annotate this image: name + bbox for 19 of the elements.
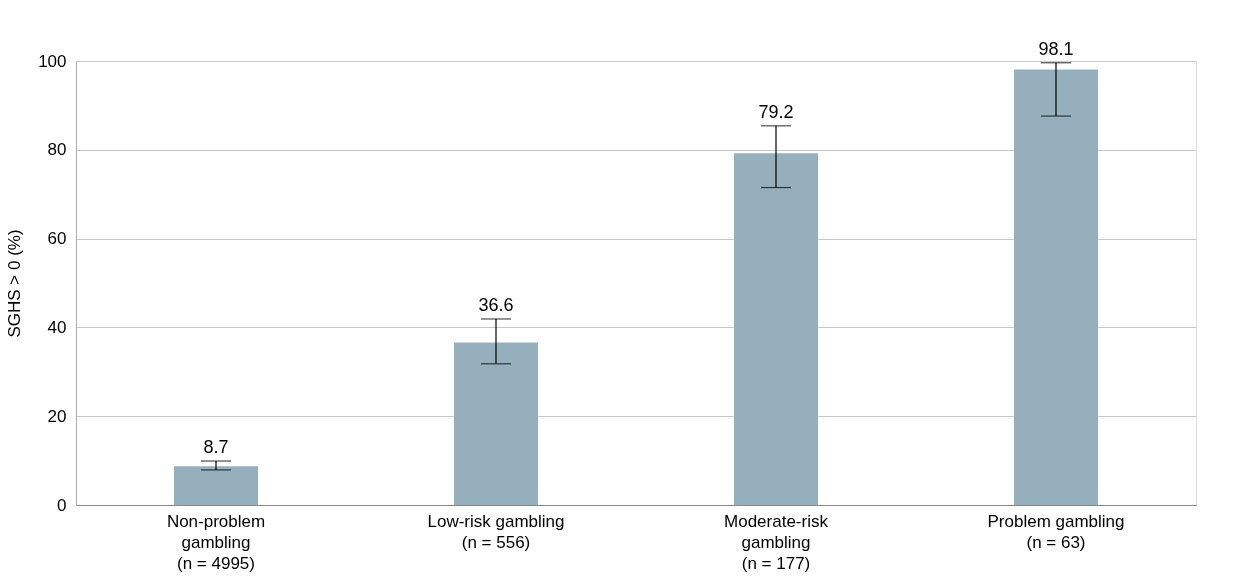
y-axis-title: SGHS > 0 (%): [5, 229, 25, 338]
y-tick-label: 20: [47, 406, 67, 426]
x-tick-label: Low-risk gambling (n = 556): [427, 511, 565, 552]
y-tick-label: 100: [38, 51, 67, 71]
data-label: 98.1: [1038, 38, 1074, 59]
y-tick-label: 0: [57, 495, 67, 515]
bar: [174, 466, 258, 505]
y-tick-label: 40: [47, 317, 67, 337]
x-tick-label: Non-problem gambling (n = 4995): [166, 511, 266, 573]
data-label: 36.6: [478, 294, 514, 315]
y-tick-label: 60: [47, 229, 67, 249]
data-label: 79.2: [758, 101, 794, 122]
data-label: 8.7: [203, 437, 229, 458]
x-tick-label: Problem gambling (n = 63): [987, 511, 1125, 552]
y-tick-label: 80: [47, 140, 67, 160]
bar: [454, 342, 538, 505]
x-tick-label: Moderate-risk gambling (n = 177): [724, 511, 829, 573]
bar: [1014, 69, 1098, 505]
bar: [734, 153, 818, 505]
